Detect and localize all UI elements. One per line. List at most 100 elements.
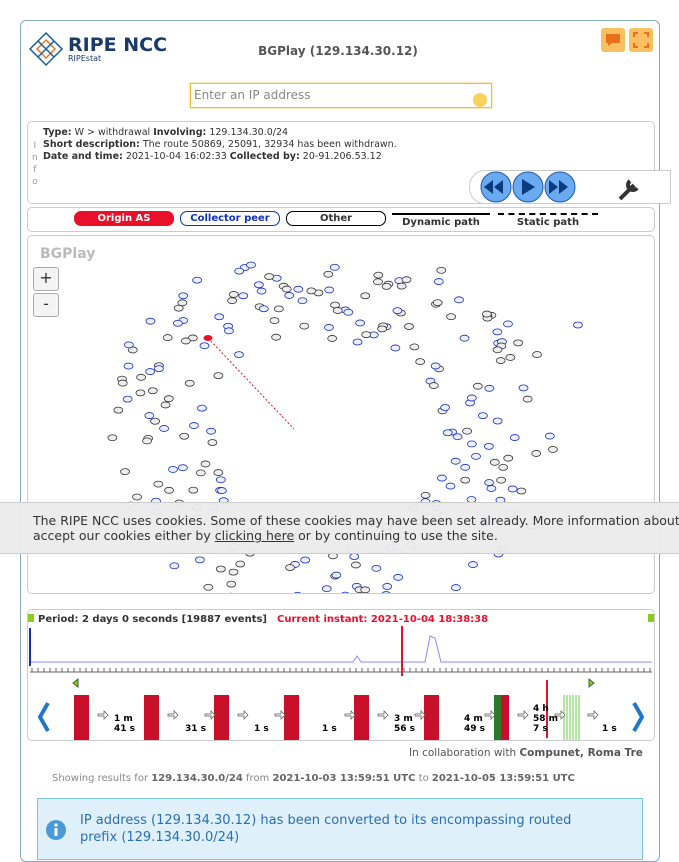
collector-node [484,384,495,392]
collector-node [440,404,451,411]
as-node [147,387,158,395]
as-node [117,379,128,387]
as-node [271,333,282,341]
collector-node [284,292,295,299]
as-node [235,560,246,568]
as-node [548,446,558,453]
side-letter: n [32,153,38,163]
as-node [184,379,195,387]
collector-node [433,278,444,285]
collector-node [192,276,203,284]
event-block [284,695,299,740]
step-arrow [414,710,426,720]
logo-name: RIPE NCC [68,34,168,56]
interval-label: 56 s [394,724,415,734]
as-node [428,382,439,389]
collector-node [300,556,311,564]
collector-node [206,427,217,435]
cookie-accept-link[interactable]: clicking here [214,528,295,543]
as-node [136,373,147,381]
as-node [516,487,527,495]
range-handle[interactable] [28,614,34,622]
collector-node [258,305,269,313]
step-arrow [554,710,566,720]
fullscreen-button[interactable] [629,28,653,52]
prefix: 129.134.30.0/24 [151,773,243,784]
collector-node [168,466,178,473]
as-node [323,270,334,278]
side-letter: f [33,165,37,175]
value: W > withdrawal [74,127,151,138]
collector-node [468,561,478,568]
as-node [495,357,506,364]
event-block [354,695,369,740]
legend-origin: Origin AS [74,211,174,226]
collector-node [509,434,520,441]
as-node [195,469,206,477]
event-block [494,695,501,740]
as-node [420,491,431,499]
as-node [227,297,238,305]
text: Showing results for [52,773,149,784]
as-node [401,276,412,284]
as-node [532,351,542,358]
as-node [200,460,211,468]
step-arrow [274,710,286,720]
collector-node [234,351,244,359]
collector-node [466,440,477,448]
info-icon [46,820,66,840]
as-node [415,358,426,366]
collector-node [503,320,513,328]
step-arrow [517,710,529,720]
step-arrow [587,710,599,720]
collector-node [437,474,447,482]
dynamic-path [207,337,295,430]
as-node [531,450,542,457]
as-node [264,273,275,280]
cookie-text: or by continuing to use the site. [298,528,498,543]
collector-node [189,422,199,429]
interval-label: 1 m [114,714,133,724]
collector-node [154,365,164,373]
settings-button[interactable] [618,179,639,201]
zoom-in[interactable]: + [33,267,59,291]
event-block [144,695,159,740]
zoom-out[interactable]: - [33,293,59,317]
collector-node [293,285,304,293]
as-node [213,469,224,476]
interval-label: 1 s [602,724,617,734]
collector-node [246,261,256,269]
nav-arrow[interactable] [72,677,595,689]
label: Short description: [43,139,140,150]
collector-node [454,296,464,304]
feedback-button[interactable] [601,28,625,52]
collector-node [253,281,264,289]
collector-node [178,292,189,300]
as-node [373,278,383,286]
as-node [306,287,317,295]
page: RIPE NCC RIPEstat BGPlay (129.134.30.12)… [0,20,679,862]
search-placeholder: Enter an IP address [194,88,311,102]
interval-label: 58 m [533,714,558,724]
interval-label: 41 s [114,724,135,734]
range-handle[interactable] [648,614,654,622]
collector-node [145,368,156,375]
collector-node [173,319,183,327]
collector-node [216,487,227,494]
search-input[interactable]: Enter an IP address [190,83,492,108]
search-icon[interactable] [473,93,487,107]
value: 129.134.30.0/24 [209,127,289,138]
collector-node [169,562,180,570]
scroll-arrow[interactable] [37,702,645,732]
collector-node [349,553,360,560]
label: Involving: [153,127,207,138]
collector-node [544,432,555,440]
label: Type: [43,127,72,138]
as-node [215,565,226,573]
event-block [74,695,89,740]
as-node [207,439,218,446]
as-node [361,331,372,339]
label: Collected by: [229,151,300,162]
collector-node [123,362,134,370]
collector-node [321,585,332,593]
